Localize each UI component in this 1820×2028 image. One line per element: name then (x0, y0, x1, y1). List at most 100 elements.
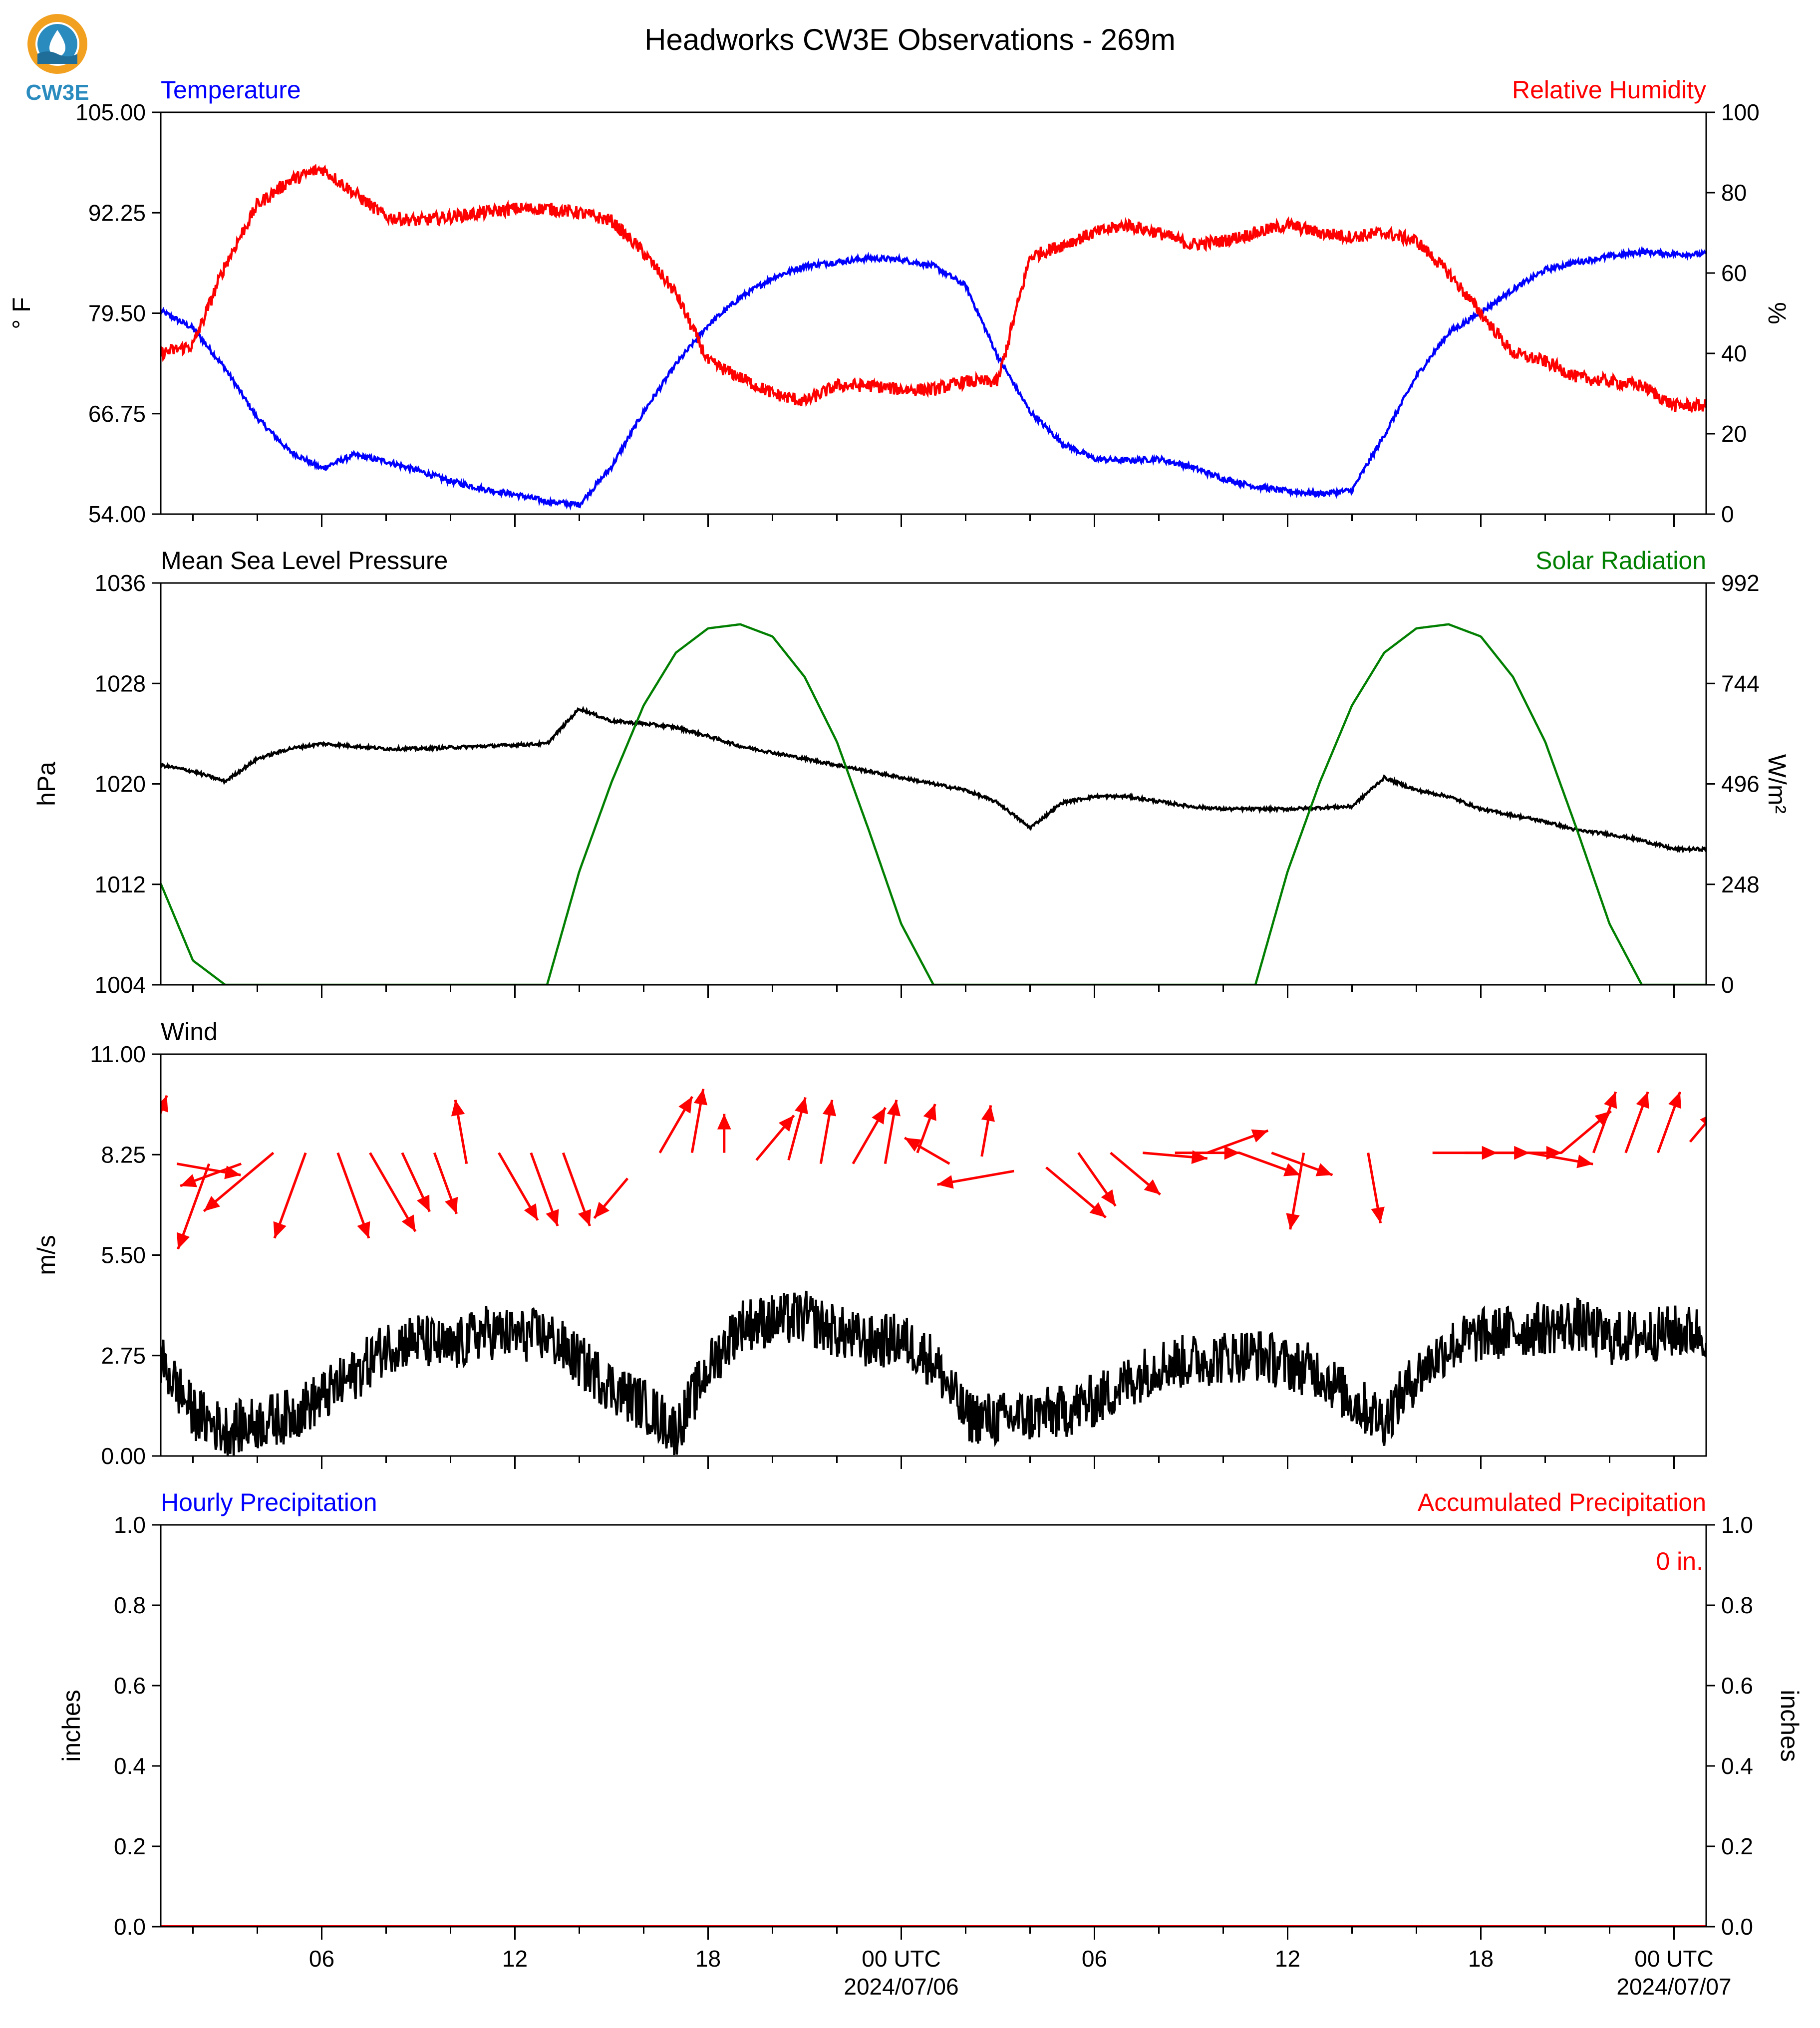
left-y-tick-label: 0.4 (114, 1753, 146, 1779)
wind-arrowhead (161, 1095, 168, 1113)
precipitation-panel: 0 in. 1.0 0.8 0.6 0.4 0.2 0.0 1.0 0.8 0.6 0.4 0.2 0.… (57, 1488, 1804, 2000)
left-y-tick-label: 66.75 (88, 401, 146, 427)
wind-arrowhead (180, 1174, 198, 1187)
temperature-humidity-panel: 105.00 92.25 79.50 66.75 54.00 100 80 60 40 20 0 Te… (7, 76, 1791, 527)
right-y-tick-label: 744 (1721, 670, 1760, 696)
right-y-tick-label: 0.2 (1721, 1833, 1753, 1859)
wind-panel: 11.00 8.25 5.50 2.75 0.00 Wind m/s (32, 1018, 1707, 1469)
wind-arrowhead (693, 1089, 708, 1106)
panel-left-title: Mean Sea Level Pressure (161, 547, 448, 575)
left-y-tick-label: 0.2 (114, 1833, 146, 1859)
logo-drop-icon (49, 30, 65, 57)
wind-arrowhead (1371, 1206, 1385, 1223)
left-y-tick-label: 0.00 (101, 1443, 146, 1469)
x-tick-label: 00 UTC (862, 1946, 940, 1972)
left-y-tick-label: 92.25 (88, 200, 146, 226)
wind-arrowhead (401, 1214, 416, 1232)
wind-arrowhead (578, 1209, 592, 1226)
accumulated-total-label: 0 in. (1656, 1547, 1703, 1575)
x-tick-label: 12 (502, 1946, 528, 1972)
left-y-tick-label: 8.25 (101, 1142, 146, 1167)
wind-arrowhead (717, 1114, 731, 1130)
pressure-solar-panel: 1036 1028 1020 1012 1004 992 744 496 248 0 Mean Se… (32, 547, 1791, 998)
wind-arrow (1689, 1121, 1706, 1143)
panel-right-title: Relative Humidity (1512, 76, 1706, 104)
left-y-tick-label: 2.75 (101, 1343, 146, 1369)
left-y-tick-label: 0.0 (114, 1914, 146, 1940)
left-y-tick-label: 105.00 (75, 99, 146, 125)
wind-arrowhead (905, 1138, 922, 1152)
wind-arrowhead (1224, 1146, 1240, 1160)
left-y-tick-label: 1004 (95, 972, 146, 998)
wind-arrowhead (937, 1175, 954, 1189)
right-y-tick-label: 40 (1721, 340, 1747, 366)
figure-title: Headworks CW3E Observations - 269m (644, 23, 1176, 56)
plot-area (161, 623, 1706, 985)
left-y-tick-label: 79.50 (88, 300, 146, 326)
panel-left-title: Wind (161, 1018, 218, 1046)
right-y-tick-label: 0.4 (1721, 1753, 1753, 1779)
panel-frame (160, 1524, 1707, 1928)
left-y-tick-label: 54.00 (88, 501, 146, 527)
left-y-tick-label: 5.50 (101, 1242, 146, 1268)
x-date-label: 2024/07/07 (1616, 1974, 1731, 2000)
left-y-tick-label: 0.8 (114, 1592, 146, 1618)
y-axis-label-right: W/m² (1763, 754, 1791, 814)
right-y-tick-label: 248 (1721, 871, 1760, 897)
pressure-line (161, 705, 1706, 854)
left-y-tick-label: 1028 (95, 670, 146, 696)
x-tick-label: 06 (309, 1946, 334, 1972)
wind-speed-line (161, 1290, 1706, 1456)
right-y-tick-label: 80 (1721, 180, 1747, 206)
wind-arrowhead (204, 1196, 221, 1211)
right-y-tick-label: 100 (1721, 99, 1760, 125)
wind-arrowhead (1636, 1092, 1649, 1109)
wind-arrowhead (872, 1107, 886, 1125)
x-tick-label: 18 (695, 1946, 721, 1972)
left-y-tick-label: 1036 (95, 570, 146, 596)
y-axis-label-right: % (1763, 302, 1791, 324)
right-y-tick-label: 20 (1721, 421, 1747, 447)
wind-arrows (161, 1089, 1706, 1250)
wind-arrowhead (822, 1100, 837, 1117)
wind-arrowhead (1283, 1163, 1300, 1176)
right-y-tick-label: 0 (1721, 501, 1734, 527)
wind-arrowhead (887, 1100, 901, 1117)
x-tick-label: 00 UTC (1634, 1946, 1713, 1972)
wind-arrowhead (451, 1100, 465, 1117)
plot-area (161, 163, 1706, 511)
cw3e-logo: CW3E (25, 14, 89, 105)
right-y-tick-label: 0.8 (1721, 1592, 1753, 1618)
left-y-tick-label: 1.0 (114, 1512, 146, 1538)
logo-ring-icon (27, 14, 87, 74)
wind-arrowhead (546, 1209, 559, 1226)
wind-arrowhead (1604, 1092, 1617, 1109)
right-y-tick-label: 0 (1721, 972, 1734, 998)
plot-area (161, 1089, 1706, 1456)
right-y-tick-label: 0.0 (1721, 1914, 1753, 1940)
wind-arrowhead (1286, 1213, 1300, 1230)
temperature-line (161, 245, 1706, 511)
wind-arrowhead (273, 1221, 287, 1238)
wind-arrowhead (524, 1203, 538, 1220)
wind-arrowhead (1700, 1116, 1706, 1125)
wind-arrowhead (1315, 1163, 1333, 1176)
right-y-tick-label: 0.6 (1721, 1673, 1753, 1699)
wind-arrowhead (1576, 1155, 1593, 1168)
wind-arrowhead (445, 1196, 458, 1214)
wind-arrowhead (981, 1105, 995, 1122)
x-date-label: 2024/07/06 (844, 1974, 958, 2000)
logo-wave-icon (37, 51, 77, 64)
wind-arrowhead (417, 1194, 430, 1212)
wind-arrowhead (1251, 1129, 1268, 1143)
left-y-tick-label: 1012 (95, 871, 146, 897)
right-y-tick-label: 60 (1721, 260, 1747, 286)
y-axis-label: m/s (32, 1235, 60, 1275)
left-y-tick-label: 0.6 (114, 1673, 146, 1699)
left-y-tick-label: 1020 (95, 771, 146, 797)
x-tick-label: 12 (1275, 1946, 1300, 1972)
panel-left-title: Temperature (161, 76, 301, 104)
wind-arrowhead (1089, 1202, 1106, 1218)
y-axis-label-right: inches (1776, 1690, 1804, 1762)
logo-text: CW3E (25, 80, 89, 105)
